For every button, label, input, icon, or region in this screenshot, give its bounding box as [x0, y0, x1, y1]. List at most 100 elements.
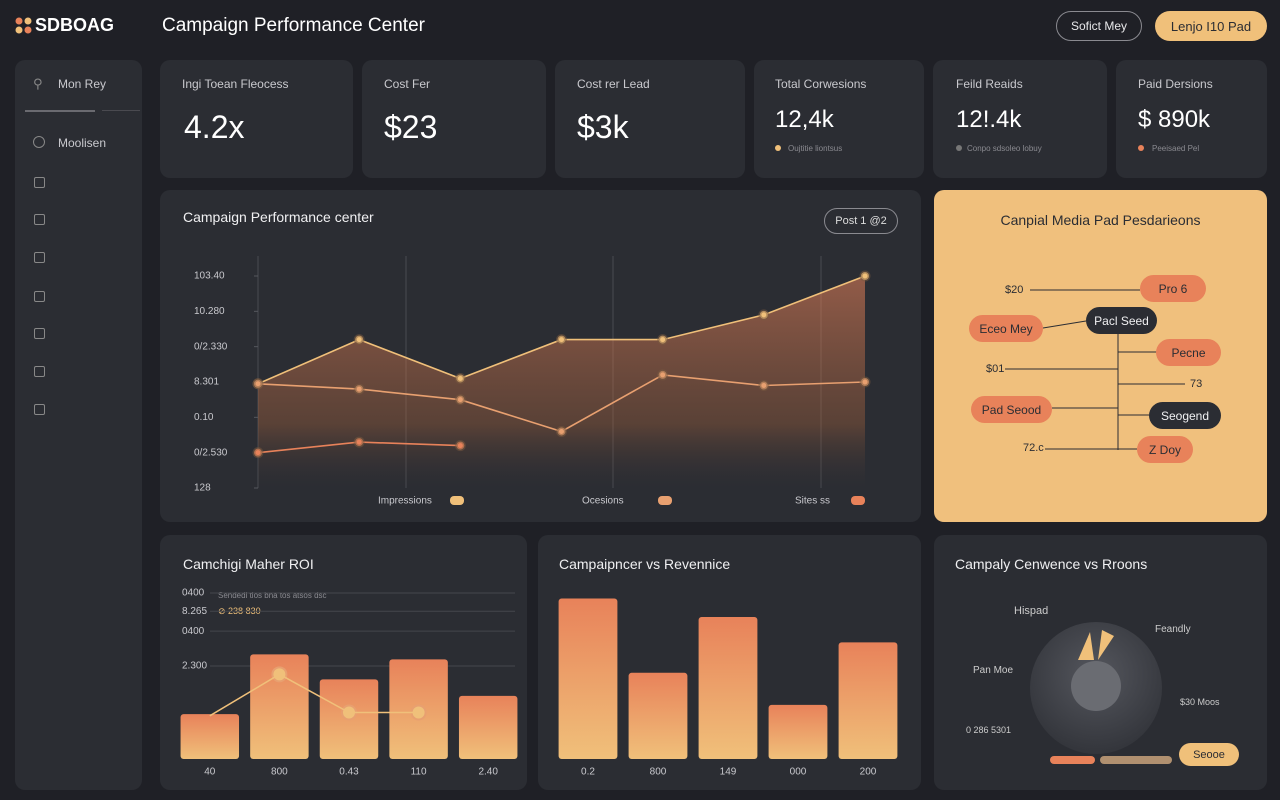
point — [859, 376, 871, 388]
diagram-label: $20 — [1005, 284, 1024, 296]
y-tick-label: 8.301 — [194, 377, 219, 388]
bar — [458, 695, 518, 759]
divider — [102, 110, 140, 111]
point — [252, 378, 264, 390]
kpi-label: Cost rer Lead — [577, 77, 650, 91]
y-tick-label: 0/2.530 — [194, 447, 228, 458]
chart-title: Campaly Cenwence vs Rroons — [955, 556, 1148, 572]
divider — [25, 110, 95, 112]
kpi-value: $3k — [577, 109, 629, 145]
nav-icon[interactable] — [34, 291, 45, 302]
gauge-label: Feandly — [1155, 624, 1191, 635]
point — [353, 436, 365, 448]
nav-icon[interactable] — [34, 177, 45, 188]
x-tick-label: 000 — [790, 767, 807, 778]
diagram-node: Pro 6 — [1140, 275, 1206, 302]
legend-swatch — [450, 496, 464, 505]
nav-icon[interactable] — [34, 366, 45, 377]
button[interactable]: Seooe — [1179, 743, 1239, 766]
logo-icon — [15, 17, 32, 34]
x-tick-label: 0.43 — [339, 767, 359, 778]
diagram-label: 72.c — [1023, 442, 1044, 454]
nav-icon[interactable] — [34, 404, 45, 415]
kpi-label: Total Corwesions — [775, 77, 867, 91]
point — [454, 394, 466, 406]
x-tick-label: 200 — [860, 767, 877, 778]
chart-subtitle: Sendedi tios bna tos atsos dsc — [218, 591, 327, 600]
diagram-title: Canpial Media Pad Pesdarieons — [1000, 212, 1201, 228]
point — [657, 369, 669, 381]
nav-icon[interactable] — [34, 252, 45, 263]
chart-title: Campaign Performance center — [183, 209, 374, 225]
chart-title: Campaipncer vs Revennice — [559, 556, 731, 572]
diagram-label: 73 — [1190, 378, 1203, 390]
chart-title: Camchigi Maher ROI — [183, 556, 314, 572]
x-tick-label: 800 — [271, 767, 288, 778]
bar — [768, 704, 828, 759]
kpi-card — [1116, 60, 1267, 178]
diagram-node: Eceo Mey — [969, 315, 1043, 342]
y-tick-label: 2.300 — [182, 661, 207, 672]
x-tick-label: 0.2 — [581, 767, 595, 778]
point — [657, 334, 669, 346]
kpi-card — [555, 60, 745, 178]
kpi-note: Conpo sdsoleo lobuy — [967, 144, 1042, 153]
button[interactable]: Lenjo I10 Pad — [1155, 11, 1267, 41]
sidebar-item[interactable]: Moolisen — [58, 136, 107, 150]
point — [758, 380, 770, 392]
point — [758, 309, 770, 321]
y-tick-label: 103.40 — [194, 271, 225, 282]
page-title: Campaign Performance Center — [162, 15, 425, 36]
kpi-value: 4.2x — [184, 109, 245, 145]
bar — [838, 642, 898, 759]
point — [454, 440, 466, 452]
logo: SDBOAG — [35, 15, 115, 35]
diagram-label: $01 — [986, 363, 1005, 375]
point — [556, 425, 567, 437]
bar — [558, 598, 618, 759]
gauge-label: $30 Moos — [1180, 697, 1220, 707]
kpi-value: 12!.4k — [956, 106, 1022, 133]
sidebar — [15, 60, 142, 790]
diagram-node: Seogend — [1149, 402, 1221, 429]
nav-icon[interactable] — [34, 214, 45, 225]
button[interactable]: Sofict Mey — [1056, 11, 1142, 41]
gauge-label: Pan Moe — [973, 665, 1014, 676]
x-tick-label: 149 — [720, 767, 737, 778]
sidebar-item[interactable]: Mon Rey — [58, 77, 107, 91]
bar — [698, 617, 758, 759]
point — [454, 372, 466, 384]
diagram-node: Z Doy — [1137, 436, 1193, 463]
dot — [956, 145, 962, 151]
legend-label: Ocesions — [582, 496, 624, 507]
kpi-card — [160, 60, 353, 178]
y-tick-label: 0.10 — [194, 412, 214, 423]
point — [252, 447, 264, 459]
dropdown[interactable]: Post 1 @2 — [824, 208, 898, 234]
point — [859, 270, 871, 282]
kpi-value: $ 890k — [1138, 106, 1211, 133]
point — [556, 334, 567, 346]
gauge-label: Hispad — [1014, 605, 1049, 617]
legend-label: Impressions — [378, 496, 432, 507]
legend-label: Sites ss — [795, 496, 830, 507]
bar — [628, 672, 688, 759]
nav-icon[interactable] — [34, 328, 45, 339]
point — [353, 334, 365, 346]
legend-swatch — [851, 496, 865, 505]
kpi-note: Peeisaed Pel — [1152, 144, 1200, 153]
x-tick-label: 110 — [411, 767, 427, 778]
nav-icon[interactable] — [33, 136, 45, 148]
kpi-value: 12,4k — [775, 106, 834, 133]
area — [258, 276, 865, 488]
trend-line — [209, 673, 419, 717]
y-tick-label: 0400 — [182, 588, 205, 599]
diagram-node: Pad Seood — [971, 396, 1052, 423]
kpi-label: Paid Dersions — [1138, 77, 1213, 91]
kpi-note: Oujtitie liontsus — [788, 144, 843, 153]
